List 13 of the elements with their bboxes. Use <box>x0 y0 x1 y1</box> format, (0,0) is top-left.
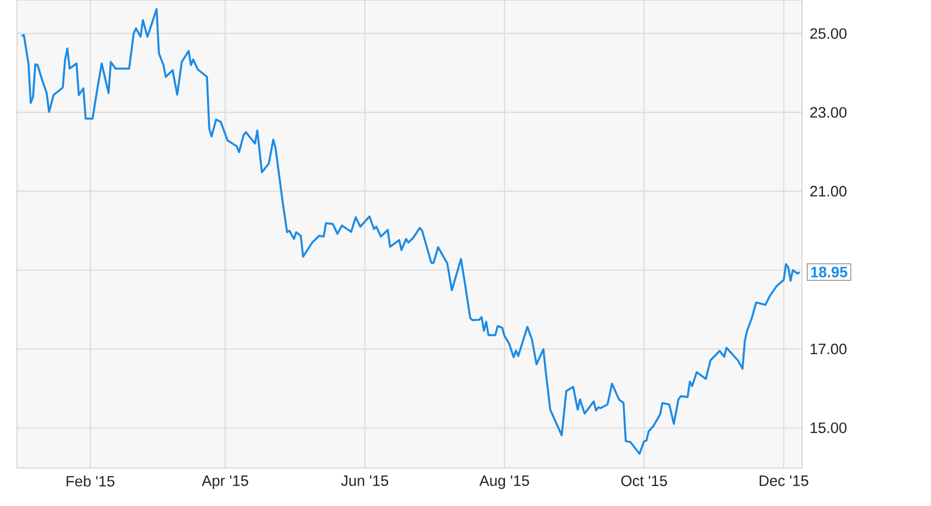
x-tick-label: Aug '15 <box>479 476 530 489</box>
x-tick-label: Dec '15 <box>760 476 808 486</box>
x-tick-label: Jun '15 <box>341 476 388 486</box>
x-tick-label: Oct '15 <box>621 476 667 486</box>
x-tick-label: Feb '15 <box>66 476 114 487</box>
y-tick-label: 15.00 <box>810 422 846 434</box>
y-tick-label: 25.00 <box>810 28 846 39</box>
y-tick-label: 17.00 <box>810 344 846 354</box>
x-tick-label: Apr '15 <box>202 476 248 489</box>
data-label: 18.95 <box>811 266 848 278</box>
y-tick-label: 21.00 <box>810 186 846 197</box>
line-series <box>20 8 801 455</box>
y-tick-label: 23.00 <box>810 107 846 118</box>
